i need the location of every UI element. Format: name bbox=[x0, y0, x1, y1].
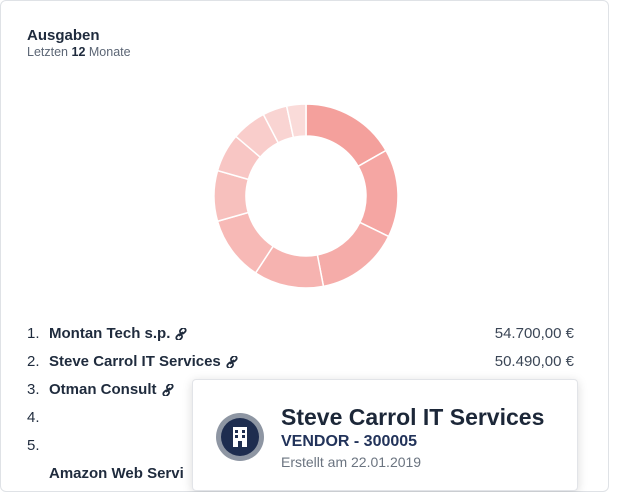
vendor-icon bbox=[216, 413, 264, 461]
subtitle-prefix: Letzten bbox=[27, 45, 69, 59]
donut-segment[interactable] bbox=[316, 221, 390, 288]
donut-chart bbox=[213, 103, 399, 289]
donut-segment[interactable] bbox=[285, 103, 307, 139]
card-title: Ausgaben bbox=[27, 27, 100, 44]
rank: 5. bbox=[27, 437, 40, 454]
rank: 4. bbox=[27, 409, 40, 426]
tooltip-created: Erstellt am 22.01.2019 bbox=[281, 454, 422, 470]
vendor-name[interactable]: Otman Consult bbox=[49, 381, 157, 398]
tooltip-title: Steve Carrol IT Services bbox=[281, 404, 545, 430]
rank: 2. bbox=[27, 353, 40, 370]
vendor-name[interactable]: Amazon Web Servi bbox=[49, 465, 184, 482]
subtitle-count: 12 bbox=[71, 45, 86, 59]
card-subtitle: Letzten 12 Monate bbox=[27, 45, 131, 59]
link-icon[interactable] bbox=[226, 356, 238, 368]
amount: 50.490,00 € bbox=[494, 353, 574, 370]
tooltip-subtitle: VENDOR - 300005 bbox=[281, 433, 418, 450]
subtitle-suffix: Monate bbox=[88, 45, 131, 59]
link-icon[interactable] bbox=[162, 384, 174, 396]
donut-segment[interactable] bbox=[357, 149, 399, 238]
vendor-name[interactable]: Montan Tech s.p. bbox=[49, 325, 171, 342]
link-icon[interactable] bbox=[175, 328, 187, 340]
rank: 1. bbox=[27, 325, 40, 342]
vendor-tooltip: Steve Carrol IT Services VENDOR - 300005… bbox=[192, 379, 578, 491]
rank: 3. bbox=[27, 381, 40, 398]
vendor-name[interactable]: Steve Carrol IT Services bbox=[49, 353, 221, 370]
amount: 54.700,00 € bbox=[494, 325, 574, 342]
